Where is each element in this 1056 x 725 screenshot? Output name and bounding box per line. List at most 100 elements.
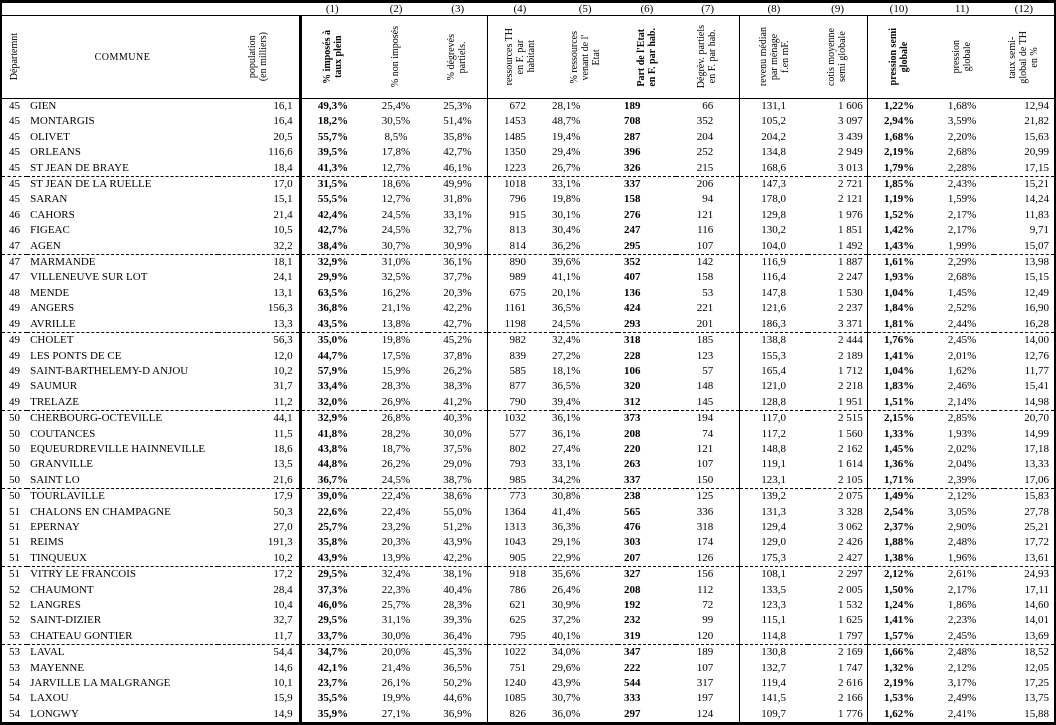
cell-cotis-moyenne: 2 189 [837,349,863,362]
cell-taux-semi-global: 13,33 [1024,458,1049,471]
cell-pct-ressources-etat: 34,2% [552,472,619,490]
cell-pression-semi-globale: 1,88% [866,535,931,551]
cell-pct-ressources-etat: 35,6% [552,568,581,581]
cell-ressources-th: 1018 [487,176,553,193]
cell-pct-non-imposes: 26,2% [381,458,411,471]
cell-pct-degreves-partiels: 29,0% [443,458,472,471]
cell-degrev-partiels: 74 [702,427,714,440]
cell-dept: 51 [9,536,21,549]
table-body: 45 GIEN 16,1 49,3% 25,4% 25,3% 672 28,1% 189 66 13… [1,98,1055,724]
table-row: 49 SAINT-BARTHELEMY-D ANJOU 10,2 57,9% 15,9%… [1,363,1055,380]
table-row: 51 CHALONS EN CHAMPAGNE 50,3 22,6% 22,4% 55,0… [1,504,1055,520]
cell-degrev-partiels: 107 [696,661,714,674]
cell-population: 21,6 [217,472,301,490]
cell-pression-globale: 2,68% [947,271,977,284]
cell-pression-globale: 2,52% [947,302,977,315]
header-pct-non-imposes: % non imposés [364,16,427,99]
cell-taux-semi-global: 13,61 [993,550,1055,568]
cell-population: 32,7 [273,614,293,627]
cell-pct-taux-plein: 44,8% [298,457,365,473]
cell-pct-degreves-partiels: 38,3% [443,380,472,393]
cell-taux-semi-global: 17,06 [993,472,1055,490]
cell-cotis-moyenne: 1 712 [837,364,863,377]
cell-pression-semi-globale: 1,50% [866,582,931,598]
cell-dept: 51 [9,568,21,581]
cell-pct-non-imposes: 19,8% [381,334,411,347]
cell-pression-semi-globale: 1,83% [866,379,931,395]
cell-part-etat: 208 [624,427,641,440]
table-row: 53 CHATEAU GONTIER 11,7 33,7% 30,0% 36,4% 795 4… [1,628,1055,646]
cell-pct-ressources-etat: 48,7% [552,115,581,128]
cell-dept: 49 [1,394,28,412]
header-pct-taux-plein-label: % imposés à taux plein [321,30,344,84]
cell-commune: VILLENEUVE SUR LOT [30,271,148,284]
cell-pression-semi-globale: 1,33% [866,426,931,442]
cell-population: 11,7 [217,628,301,646]
cell-degrev-partiels: 185 [696,334,714,347]
cell-degrev-partiels: 112 [697,583,714,596]
cell-degrev-partiels: 53 [702,286,714,299]
cell-pct-taux-plein: 29,5% [298,566,365,583]
cell-pct-taux-plein: 31,5% [298,176,365,193]
cell-pct-taux-plein: 55,7% [298,129,365,146]
table-row: 45 MONTARGIS 16,4 18,2% 30,5% 51,4% 1453 48,7% 7… [1,114,1055,130]
cell-pct-taux-plein: 32,9% [298,254,365,271]
cell-taux-semi-global: 12,49 [1024,286,1049,299]
cell-commune: CHATEAU GONTIER [27,628,218,646]
cell-part-etat: 276 [624,208,641,221]
header-degrev-partiels-label: Dégrèv. partiels en F. par hab. [696,25,719,89]
cell-commune: ANGERS [30,302,75,315]
cell-pct-ressources-etat: 24,5% [552,316,619,334]
cell-pct-non-imposes: 15,9% [381,364,411,377]
cell-commune: TOURLAVILLE [30,490,105,503]
cell-cotis-moyenne: 1 606 [837,100,863,112]
cell-cotis-moyenne: 2 237 [837,302,863,315]
cell-pct-taux-plein: 18,2% [298,114,365,130]
cell-pct-ressources-etat: 29,6% [552,661,581,674]
cell-pct-degreves-partiels: 42,2% [427,550,488,568]
cell-revenu-median: 178,0 [739,192,808,208]
cell-dept: 52 [9,599,21,611]
column-number-6: (6) [618,1,676,16]
cell-pression-semi-globale: 1,62% [866,706,931,724]
cell-pct-non-imposes: 22,4% [381,505,411,518]
cell-degrev-partiels: 197 [696,692,714,705]
cell-pression-globale: 2,39% [930,472,994,490]
cell-dept: 51 [1,550,28,568]
cell-pct-taux-plein: 63,5% [298,285,365,302]
cell-cotis-moyenne: 1 797 [807,628,868,646]
table-row: 45 ST JEAN DE BRAYE 18,4 41,3% 12,7% 46,1% 122… [1,160,1055,178]
table-row: 50 EQUEURDREVILLE HAINNEVILLE 18,6 43,8% 18,… [1,441,1055,458]
cell-commune: TRELAZE [27,394,218,412]
cell-pct-ressources-etat: 33,1% [552,178,581,191]
cell-pct-degreves-partiels: 42,2% [443,302,472,315]
cell-pression-globale: 3,05% [947,505,977,518]
table-row: 45 OLIVET 20,5 55,7% 8,5% 35,8% 1485 19,4% 287 20… [1,129,1055,146]
cell-pression-globale: 2,68% [947,146,977,159]
cell-commune: MARMANDE [30,256,96,269]
cell-cotis-moyenne: 3 439 [837,130,863,143]
cell-pct-non-imposes: 19,9% [381,692,411,705]
cell-revenu-median: 139,2 [739,488,808,505]
cell-ressources-th: 826 [487,706,553,724]
cell-degrev-partiels: 94 [702,193,714,206]
cell-revenu-median: 114,8 [739,628,808,646]
cell-pression-semi-globale: 1,79% [866,160,931,178]
cell-population: 31,7 [273,380,293,393]
cell-dept: 49 [9,364,21,377]
cell-population: 13,3 [217,316,301,334]
cell-pct-non-imposes: 17,8% [381,146,411,159]
cell-commune: CHAUMONT [30,583,94,596]
table-row: 50 COUTANCES 11,5 41,8% 28,2% 30,0% 577 36,1% 20… [1,426,1055,442]
header-population: population (en milliers) [218,16,300,99]
cell-cotis-moyenne: 1 530 [837,286,863,299]
cell-pct-taux-plein: 25,7% [298,519,365,536]
cell-pct-taux-plein: 35,0% [298,332,365,349]
cell-revenu-median: 119,1 [739,457,808,473]
cell-commune: LAXOU [30,692,69,705]
cell-degrev-partiels: 174 [696,536,714,549]
cell-pct-degreves-partiels: 41,2% [427,394,488,412]
cell-part-etat: 232 [624,614,641,627]
cell-part-etat: 319 [618,628,676,646]
cell-pression-semi-globale: 1,38% [866,550,931,568]
